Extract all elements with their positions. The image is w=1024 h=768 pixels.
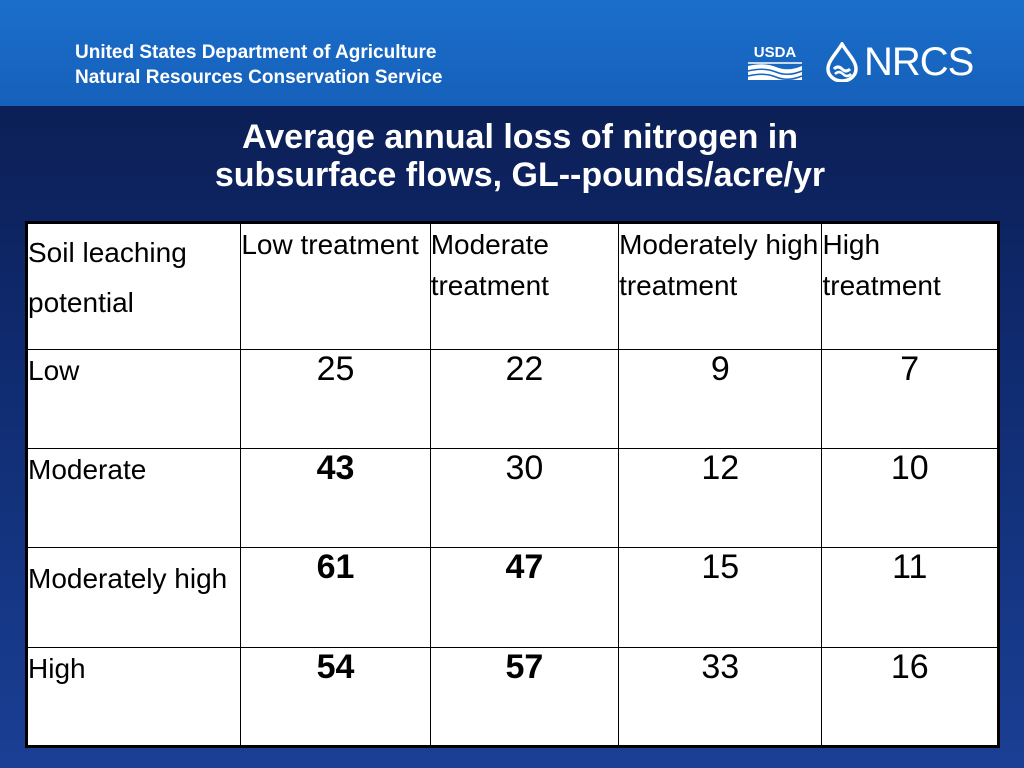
- table-row: High 54 57 33 16: [25, 646, 999, 748]
- water-drop-icon: [826, 42, 858, 82]
- column-header: High treatment: [821, 222, 999, 350]
- table-cell: 10: [821, 447, 999, 549]
- table-cell: 43: [240, 447, 431, 549]
- table-cell: 12: [618, 447, 823, 549]
- row-label: Moderately high: [25, 547, 242, 648]
- table-cell: 61: [240, 547, 431, 648]
- table-cell: 54: [240, 646, 431, 748]
- slide-title-line2: subsurface flows, GL--pounds/acre/yr: [214, 156, 826, 194]
- column-header: Low treatment: [240, 222, 431, 350]
- agency-name-line1: United States Department of Agriculture: [75, 42, 437, 63]
- table-cell: 30: [429, 447, 620, 549]
- column-header: Moderate treatment: [429, 222, 620, 350]
- agency-header-bar: United States Department of Agriculture …: [0, 0, 1024, 106]
- slide-title-line1: Average annual loss of nitrogen in: [241, 118, 799, 156]
- table-cell: 33: [618, 646, 823, 748]
- table-cell: 16: [821, 646, 999, 748]
- table-cell: 15: [618, 547, 823, 648]
- usda-logo-text: USDA: [754, 44, 797, 61]
- table-row: Moderately high 61 47 15 11: [25, 547, 999, 648]
- nitrogen-loss-table: Soil leaching potential Low treatment Mo…: [25, 221, 1000, 748]
- agency-name: United States Department of Agriculture …: [75, 40, 443, 90]
- table-cell: 47: [429, 547, 620, 648]
- table-cell: 57: [429, 646, 620, 748]
- agency-name-line2: Natural Resources Conservation Service: [75, 67, 443, 88]
- table-cell: 11: [821, 547, 999, 648]
- table-row: Low 25 22 9 7: [25, 348, 999, 450]
- column-header: Moderately high treatment: [618, 222, 823, 350]
- table-cell: 22: [429, 348, 620, 450]
- nrcs-logo: NRCS: [824, 40, 974, 84]
- table-header-row: Soil leaching potential Low treatment Mo…: [25, 222, 999, 350]
- usda-logo-icon: USDA: [747, 44, 803, 80]
- table-cell: 9: [618, 348, 823, 450]
- table-row: Moderate 43 30 12 10: [25, 447, 999, 549]
- slide-title: Average annual loss of nitrogen in subsu…: [0, 118, 1024, 194]
- table-cell: 7: [821, 348, 999, 450]
- nrcs-logo-text: NRCS: [864, 40, 974, 84]
- row-label: Low: [25, 348, 242, 450]
- row-label: High: [25, 646, 242, 748]
- row-label: Moderate: [25, 447, 242, 549]
- column-header: Soil leaching potential: [25, 222, 242, 350]
- table-cell: 25: [240, 348, 431, 450]
